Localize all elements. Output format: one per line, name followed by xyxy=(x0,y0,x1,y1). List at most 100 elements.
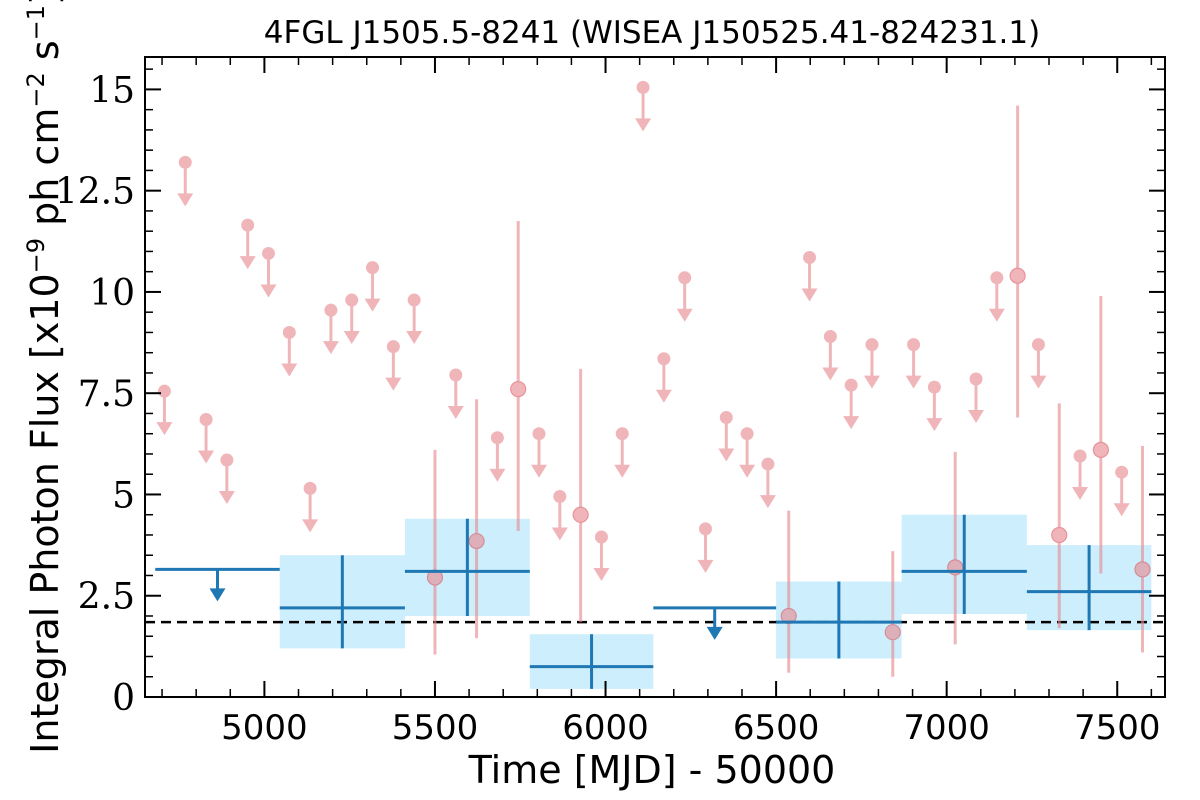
y-axis-label: Integral Photon Flux [x10−9 ph cm−2 s−1] xyxy=(22,0,67,754)
y-tick-label-3: 7.5 xyxy=(78,374,135,415)
short-ul-point-1 xyxy=(178,155,192,169)
y-tick-label-4: 10 xyxy=(89,273,135,314)
short-bin-upper-limit-8 xyxy=(322,303,339,355)
short-ul-arrow-9 xyxy=(343,331,360,345)
short-ul-arrow-12 xyxy=(406,331,423,345)
short-ul-arrow-14 xyxy=(489,468,506,482)
short-bin-upper-limit-27 xyxy=(822,329,839,381)
short-ul-point-25 xyxy=(761,457,775,471)
short-bin-upper-limit-20 xyxy=(655,352,672,403)
short-ul-point-6 xyxy=(282,325,296,339)
short-bin-upper-limit-28 xyxy=(843,378,860,430)
short-bin-upper-limit-2 xyxy=(198,413,215,464)
short-bin-upper-limit-9 xyxy=(343,293,360,345)
x-tick-label-3: 6500 xyxy=(733,708,820,748)
short-bin-upper-limit-24 xyxy=(739,427,756,478)
x-tick-label-5: 7500 xyxy=(1074,708,1161,748)
short-bin-upper-limit-14 xyxy=(489,431,506,482)
short-ul-arrow-8 xyxy=(322,341,339,355)
short-det-point-7 xyxy=(1009,267,1026,284)
long-bin-upper-limit-1 xyxy=(653,606,777,640)
short-bin-detection-1 xyxy=(468,399,485,639)
short-ul-point-2 xyxy=(199,413,213,427)
long-bin-detection-5 xyxy=(1026,545,1152,631)
short-ul-arrow-35 xyxy=(1072,486,1089,500)
y-label-mid: ph cm xyxy=(23,108,67,238)
short-ul-arrow-13 xyxy=(447,405,464,419)
short-ul-point-34 xyxy=(1031,338,1045,352)
short-bin-upper-limit-4 xyxy=(239,218,256,270)
short-bin-upper-limit-3 xyxy=(218,453,235,505)
short-ul-point-29 xyxy=(865,338,879,352)
short-ul-point-35 xyxy=(1073,449,1087,463)
short-ul-arrow-2 xyxy=(198,450,215,464)
short-ul-point-27 xyxy=(823,329,837,343)
short-ul-arrow-15 xyxy=(531,464,548,478)
short-bin-upper-limit-33 xyxy=(988,271,1005,322)
short-bin-upper-limit-15 xyxy=(531,427,548,478)
short-ul-arrow-24 xyxy=(739,464,756,478)
short-ul-point-19 xyxy=(636,80,650,94)
short-ul-arrow-7 xyxy=(302,519,319,533)
short-ul-arrow-5 xyxy=(260,284,277,298)
short-bin-upper-limit-7 xyxy=(302,481,319,533)
short-ul-arrow-27 xyxy=(822,367,839,381)
short-bin-upper-limit-21 xyxy=(676,271,693,322)
short-ul-arrow-11 xyxy=(385,377,402,391)
short-ul-point-9 xyxy=(345,293,359,307)
short-bin-upper-limit-25 xyxy=(759,457,776,509)
x-tick-label-4: 7000 xyxy=(903,708,990,748)
short-ul-point-3 xyxy=(220,453,234,467)
short-bin-upper-limit-32 xyxy=(968,372,985,424)
short-bin-detection-3 xyxy=(572,368,589,623)
long-bin-detection-0 xyxy=(279,555,405,649)
short-bin-upper-limit-19 xyxy=(635,80,652,132)
short-bin-upper-limit-34 xyxy=(1030,338,1047,389)
short-ul-point-22 xyxy=(698,522,712,536)
y-label-exp3: −1 xyxy=(22,5,50,40)
plot-area xyxy=(145,80,1165,689)
short-bin-upper-limit-26 xyxy=(801,251,818,302)
long-bin-detection-2 xyxy=(529,634,654,689)
short-ul-point-5 xyxy=(261,246,275,260)
long-bin-upper-limit-0 xyxy=(155,567,280,602)
short-bin-upper-limit-5 xyxy=(260,246,277,298)
short-ul-point-21 xyxy=(678,271,692,285)
y-label-close: ] xyxy=(23,0,67,5)
short-bin-upper-limit-22 xyxy=(697,522,714,573)
short-ul-arrow-29 xyxy=(863,375,880,389)
short-det-point-1 xyxy=(468,532,485,550)
short-ul-arrow-17 xyxy=(593,568,610,581)
short-bin-upper-limit-11 xyxy=(385,340,402,391)
axes: 5000 5500 6000 6500 7000 7500 0 2.5 5 7.5 10 12.5 15 xyxy=(55,56,1166,748)
short-bin-upper-limit-29 xyxy=(863,338,880,389)
short-ul-point-14 xyxy=(490,431,504,445)
y-label-main: Integral Photon Flux [x10 xyxy=(23,273,67,754)
short-ul-arrow-0 xyxy=(156,422,173,436)
short-bin-detection-5 xyxy=(884,551,901,677)
short-ul-point-26 xyxy=(803,251,817,265)
short-det-point-8 xyxy=(1051,526,1068,544)
short-ul-arrow-31 xyxy=(926,418,943,432)
short-ul-arrow-3 xyxy=(218,491,235,505)
short-ul-point-28 xyxy=(844,378,858,392)
short-bin-upper-limit-17 xyxy=(593,530,610,581)
short-bin-upper-limit-6 xyxy=(281,325,298,377)
short-ul-point-17 xyxy=(594,530,608,544)
y-tick-label-5: 12.5 xyxy=(55,172,135,213)
short-bin-upper-limit-36 xyxy=(1113,465,1130,517)
short-bin-detection-10 xyxy=(1134,445,1151,653)
short-ul-point-12 xyxy=(407,293,421,307)
short-ul-arrow-16 xyxy=(551,527,568,541)
short-ul-arrow-34 xyxy=(1030,375,1047,389)
short-ul-point-24 xyxy=(740,427,754,441)
short-bin-upper-limit-10 xyxy=(364,261,381,312)
short-ul-point-31 xyxy=(927,380,941,394)
short-ul-point-11 xyxy=(386,340,400,354)
short-bin-upper-limit-31 xyxy=(926,380,943,432)
short-ul-point-32 xyxy=(969,372,983,386)
short-bin-detection-9 xyxy=(1092,295,1109,574)
y-tick-label-1: 2.5 xyxy=(78,577,135,618)
short-ul-point-30 xyxy=(907,338,921,352)
